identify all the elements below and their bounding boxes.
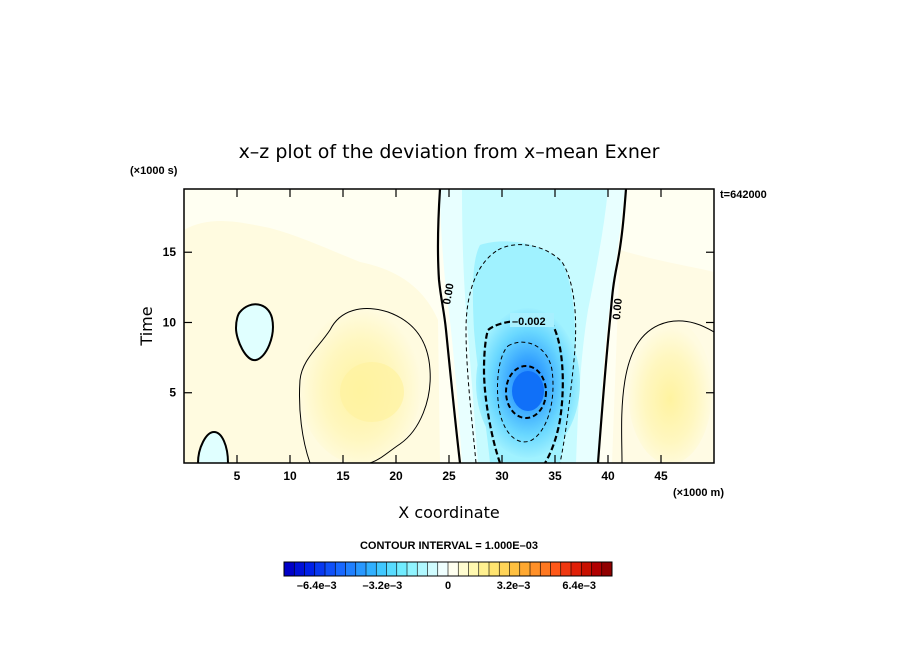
colorbar-tick-labels: –6.4e–3 –3.2e–3 0 3.2e–3 6.4e–3 [297,580,596,592]
zero-contour-left [436,189,462,463]
colorbar-swatch [396,562,408,576]
colorbar-swatch [499,562,510,576]
contour-label-right-zero: 0.00 [611,298,625,320]
colorbar-swatch [314,562,326,576]
colorbar-swatch [540,562,551,576]
colorbar-swatch [468,562,480,576]
x-tick-label: 20 [389,469,403,483]
colorbar-swatch [601,562,613,576]
colorbar-swatch [550,562,562,576]
colorbar-swatch [571,562,582,576]
contour-interval-note: CONTOUR INTERVAL = 1.000E–03 [360,540,538,552]
x-tick-label: 5 [234,469,241,483]
contour-label-minus-0.002: –0.002 [512,316,546,328]
colorbar-swatch [427,562,439,576]
colorbar-swatch [284,562,295,576]
negative-blob-upper-left [236,304,273,361]
contour-zero-blob-lower-left [197,430,229,463]
chart-title: x–z plot of the deviation from x–mean Ex… [239,141,660,163]
colorbar-swatch [417,562,428,576]
x-tick-label: 45 [654,469,668,483]
colorbar-swatch [478,562,490,576]
negative-core-max [512,371,544,411]
zero-contour-right [596,189,628,463]
colorbar-swatch [519,562,531,576]
contour-plus-0.001-left [299,308,431,463]
x-tick-label: 35 [548,469,562,483]
x-tick-label: 10 [283,469,297,483]
y-tick-label: 10 [163,315,177,329]
colorbar-swatch [530,562,541,576]
x-axis-unit: (×1000 m) [673,487,724,499]
x-tick-label: 40 [601,469,615,483]
colorbar-tick-label: 6.4e–3 [562,580,596,592]
x-tick-label: 15 [336,469,350,483]
x-tick-label: 25 [442,469,456,483]
colorbar-swatch [591,562,603,576]
contour-lines [197,189,714,463]
contour-minus-0.003 [497,341,554,443]
time-label: t=642000 [720,189,767,201]
contour-label-bg [510,313,554,327]
contour-zero-blob-upper-left [234,303,274,362]
colorbar-swatch [407,562,418,576]
contour-minus-0.001 [465,244,577,463]
y-tick-label: 5 [169,386,176,400]
colorbar-swatch [376,562,387,576]
colorbar-swatch [294,562,305,576]
colorbar-swatch [335,562,346,576]
y-tick-label: 15 [163,245,177,259]
colorbar-tick-label: 0 [445,580,451,592]
colorbar-swatch [437,562,449,576]
colorbar-tick-label: –3.2e–3 [363,580,403,592]
colorbar-tick-label: –6.4e–3 [297,580,337,592]
x-tick-label: 30 [495,469,509,483]
colorbar-swatch [448,562,459,576]
colorbar-swatch [581,562,592,576]
colorbar-swatch [366,562,377,576]
colorbar-swatch [386,562,398,576]
colorbar-frame [283,561,613,577]
contour-plus-0.001-right [621,320,714,463]
colorbar-swatch [509,562,521,576]
x-axis-ticks: 5 10 15 20 25 30 35 40 45 [234,189,668,483]
y-axis-label: Time [137,306,156,346]
colorbar-swatch [304,562,316,576]
positive-blob-left-inner [340,362,404,422]
shaded-field [184,189,714,463]
colorbar-swatch [489,562,500,576]
colorbar-swatch [345,562,357,576]
colorbar-tick-label: 3.2e–3 [497,580,531,592]
negative-blob-lower-left [198,432,228,463]
y-axis-unit: (×1000 s) [130,165,178,177]
colorbar-swatch [560,562,572,576]
y-axis-ticks: 5 10 15 [163,245,714,400]
colorbar [283,561,613,577]
contour-label-left-zero: 0.00 [441,282,457,305]
colorbar-swatch [355,562,367,576]
positive-blob-right [628,320,712,463]
x-axis-label: X coordinate [398,503,499,522]
contour-minus-0.004 [505,365,547,419]
colorbar-swatch [325,562,336,576]
colorbar-swatch [458,562,469,576]
